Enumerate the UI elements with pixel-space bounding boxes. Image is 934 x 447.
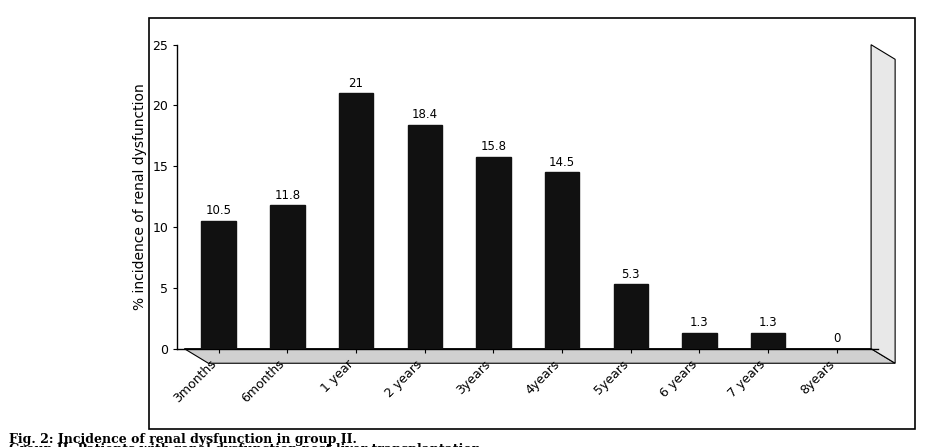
Text: 1.3: 1.3	[690, 316, 709, 329]
Y-axis label: % incidence of renal dysfunction: % incidence of renal dysfunction	[133, 83, 147, 310]
Bar	[270, 205, 304, 349]
Bar	[407, 125, 442, 349]
Polygon shape	[184, 349, 895, 363]
Bar	[476, 156, 511, 349]
Bar	[339, 93, 374, 349]
Bar	[545, 173, 579, 349]
Text: Group II: Patients with renal dysfunction post liver transplantation.: Group II: Patients with renal dysfunctio…	[9, 443, 486, 447]
Text: 15.8: 15.8	[480, 140, 506, 153]
Bar	[751, 333, 785, 349]
Text: 0: 0	[833, 332, 841, 345]
Bar	[614, 284, 648, 349]
Text: 14.5: 14.5	[549, 156, 575, 169]
Text: 10.5: 10.5	[205, 204, 232, 217]
Text: 18.4: 18.4	[412, 108, 438, 121]
Bar	[682, 333, 716, 349]
Polygon shape	[871, 45, 895, 363]
Text: 5.3: 5.3	[621, 268, 640, 281]
Bar	[202, 221, 236, 349]
Text: Fig. 2: Incidence of renal dysfunction in group II.: Fig. 2: Incidence of renal dysfunction i…	[9, 433, 357, 446]
Text: 21: 21	[348, 77, 363, 90]
Text: 1.3: 1.3	[758, 316, 777, 329]
Text: 11.8: 11.8	[275, 189, 301, 202]
